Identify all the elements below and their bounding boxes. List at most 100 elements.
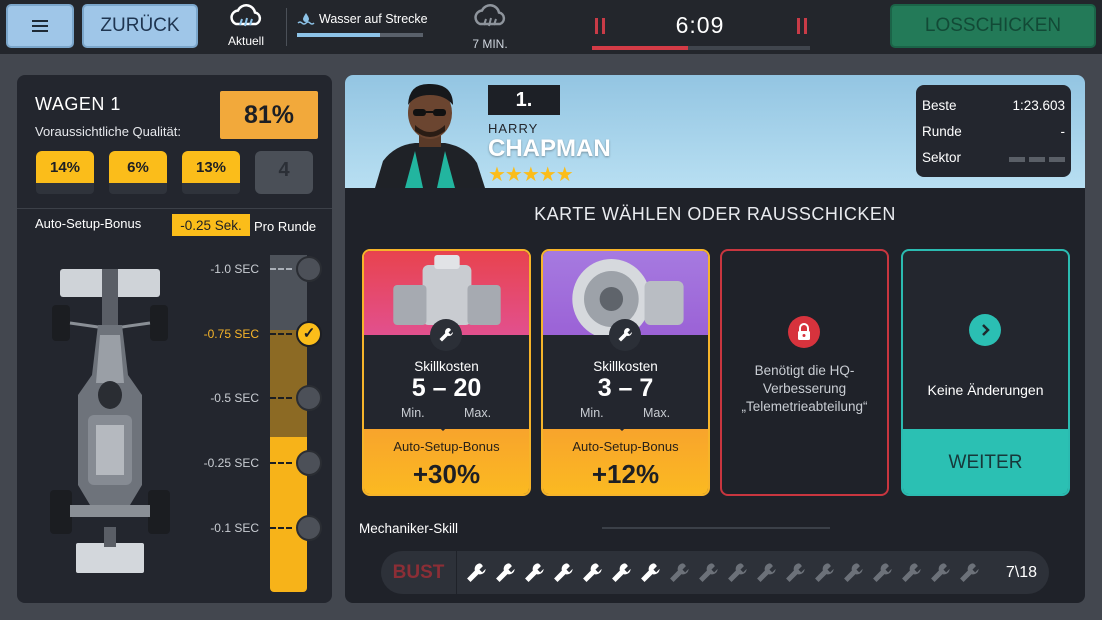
driver-portrait xyxy=(375,83,485,188)
wrench-icon-empty xyxy=(786,563,805,582)
card-panel: 1. HARRY CHAPMAN ★★★★★ Beste 1:23.603 Ru… xyxy=(345,75,1085,603)
bonus-section: Auto-Setup-Bonus +30% xyxy=(364,429,529,494)
setup-bonus-label: Auto-Setup-Bonus xyxy=(35,216,142,231)
skill-cost-label: Skillkosten xyxy=(593,359,658,374)
sec-level-knob-selected[interactable]: ✓ xyxy=(296,321,322,347)
chevron-right-icon xyxy=(969,314,1001,346)
sec-level-tick xyxy=(270,397,292,399)
bonus-value: +12% xyxy=(591,459,660,489)
hamburger-icon xyxy=(32,24,48,28)
setup-slider-track[interactable] xyxy=(270,255,307,592)
bust-label: BUST xyxy=(381,551,457,594)
wrench-icon-empty xyxy=(844,563,863,582)
stat-label: Beste xyxy=(922,98,957,113)
sec-level-knob[interactable] xyxy=(296,515,322,541)
bonus-section: Auto-Setup-Bonus +12% xyxy=(543,429,708,494)
quality-value: 81% xyxy=(220,91,318,139)
wrench-icon-filled xyxy=(467,563,486,582)
wrench-icon-empty xyxy=(873,563,892,582)
locked-card-text: Benötigt die HQ-Verbesserung „Telemetrie… xyxy=(741,363,868,414)
setup-slot-value: 13% xyxy=(195,159,227,176)
brake-image xyxy=(543,251,708,335)
sec-level-knob[interactable] xyxy=(296,385,322,411)
sec-level-tick xyxy=(270,527,292,529)
card-notch xyxy=(432,421,454,431)
setup-slot[interactable]: 14% xyxy=(36,151,94,194)
lap-stats: Beste 1:23.603 Runde - Sektor xyxy=(916,85,1071,177)
rain-cloud-icon xyxy=(474,4,506,27)
race-timer: 6:09 xyxy=(675,12,725,38)
max-label: Max. xyxy=(643,406,671,420)
wrench-icon-empty xyxy=(728,563,747,582)
card-notch xyxy=(611,421,633,431)
wrench-icon xyxy=(430,319,462,351)
no-change-card[interactable]: Keine Änderungen WEITER xyxy=(901,249,1070,496)
back-button[interactable]: ZURÜCK xyxy=(82,4,198,48)
divider xyxy=(17,208,332,209)
setup-card[interactable]: Skillkosten 5 – 20 Min. Max. Auto-Setup-… xyxy=(362,249,531,496)
setup-slot[interactable]: 13% xyxy=(182,151,240,194)
wrench-icon-filled xyxy=(612,563,631,582)
wrench-icon-empty xyxy=(815,563,834,582)
sec-level-label: -0.1 SEC xyxy=(210,521,259,535)
sec-level-label: -0.25 SEC xyxy=(203,456,259,470)
rain-cloud-icon xyxy=(230,4,262,27)
mechanic-skill-bar: BUST 7\18 xyxy=(381,551,1049,594)
pause-icon[interactable] xyxy=(595,18,605,34)
divider xyxy=(602,527,830,529)
car-panel: WAGEN 1 Voraussichtliche Qualität: 81% 1… xyxy=(17,75,332,603)
setup-slot-empty: 4 xyxy=(255,151,313,194)
skill-cost-min: 5 xyxy=(411,374,426,402)
water-level-fill xyxy=(297,33,381,37)
setup-slot-base xyxy=(36,183,94,194)
setup-slot-base xyxy=(109,183,167,194)
car-title: WAGEN 1 xyxy=(35,94,121,114)
track-water: Wasser auf Strecke xyxy=(297,12,437,37)
bonus-value: +30% xyxy=(412,459,481,489)
divider xyxy=(286,8,287,46)
skill-cost-label: Skillkosten xyxy=(414,359,479,374)
setup-card[interactable]: Skillkosten 3 – 7 Min. Max. Auto-Setup-B… xyxy=(541,249,710,496)
continue-button[interactable]: WEITER xyxy=(903,429,1068,494)
wrench-icon-empty xyxy=(931,563,950,582)
wrench-icon-filled xyxy=(641,563,660,582)
top-bar: ZURÜCK Aktuell Wasser auf Strecke 7 MIN. xyxy=(0,0,1102,54)
driver-first-name: HARRY xyxy=(488,121,539,136)
water-level-bar xyxy=(297,33,423,37)
setup-slot-base xyxy=(182,183,240,194)
sec-level-knob[interactable] xyxy=(296,256,322,282)
sec-level-tick xyxy=(270,333,292,335)
wrench-icon-filled xyxy=(496,563,515,582)
driver-position: 1. xyxy=(488,85,560,115)
bonus-label: Auto-Setup-Bonus xyxy=(393,439,500,454)
stat-label: Runde xyxy=(922,124,962,139)
min-label: Min. xyxy=(580,406,604,420)
pause-icon[interactable] xyxy=(797,18,807,34)
skill-cost-min: 3 xyxy=(597,374,612,402)
sector-indicators xyxy=(1005,151,1065,166)
driver-rating-stars: ★★★★★ xyxy=(488,164,574,186)
min-label: Min. xyxy=(401,406,425,420)
wrench-icon-filled xyxy=(583,563,602,582)
setup-slot-value: 4 xyxy=(278,159,290,181)
water-label: Wasser auf Strecke xyxy=(319,12,428,26)
sec-level-knob[interactable] xyxy=(296,450,322,476)
wrench-icon-filled xyxy=(525,563,544,582)
sec-level-tick xyxy=(270,462,292,464)
send-out-button[interactable]: LOSSCHICKEN xyxy=(890,4,1096,48)
lock-icon xyxy=(788,316,820,348)
weather-forecast[interactable]: 7 MIN. xyxy=(466,4,514,51)
mechanic-skill-count: 7\18 xyxy=(1005,564,1037,581)
stat-value: - xyxy=(1060,124,1066,139)
menu-button[interactable] xyxy=(6,4,74,48)
timer-progress-fill xyxy=(592,46,688,50)
setup-slot[interactable]: 6% xyxy=(109,151,167,194)
weather-current[interactable]: Aktuell xyxy=(218,4,274,48)
driver-header: 1. HARRY CHAPMAN ★★★★★ Beste 1:23.603 Ru… xyxy=(345,75,1085,188)
wrench-icon-filled xyxy=(554,563,573,582)
setup-slot-value: 6% xyxy=(127,159,149,176)
wrench-icon-empty xyxy=(902,563,921,582)
wrench-icon-empty xyxy=(757,563,776,582)
driver-last-name: CHAPMAN xyxy=(488,135,611,162)
skill-cost-range: 5 – 20 xyxy=(411,374,482,402)
